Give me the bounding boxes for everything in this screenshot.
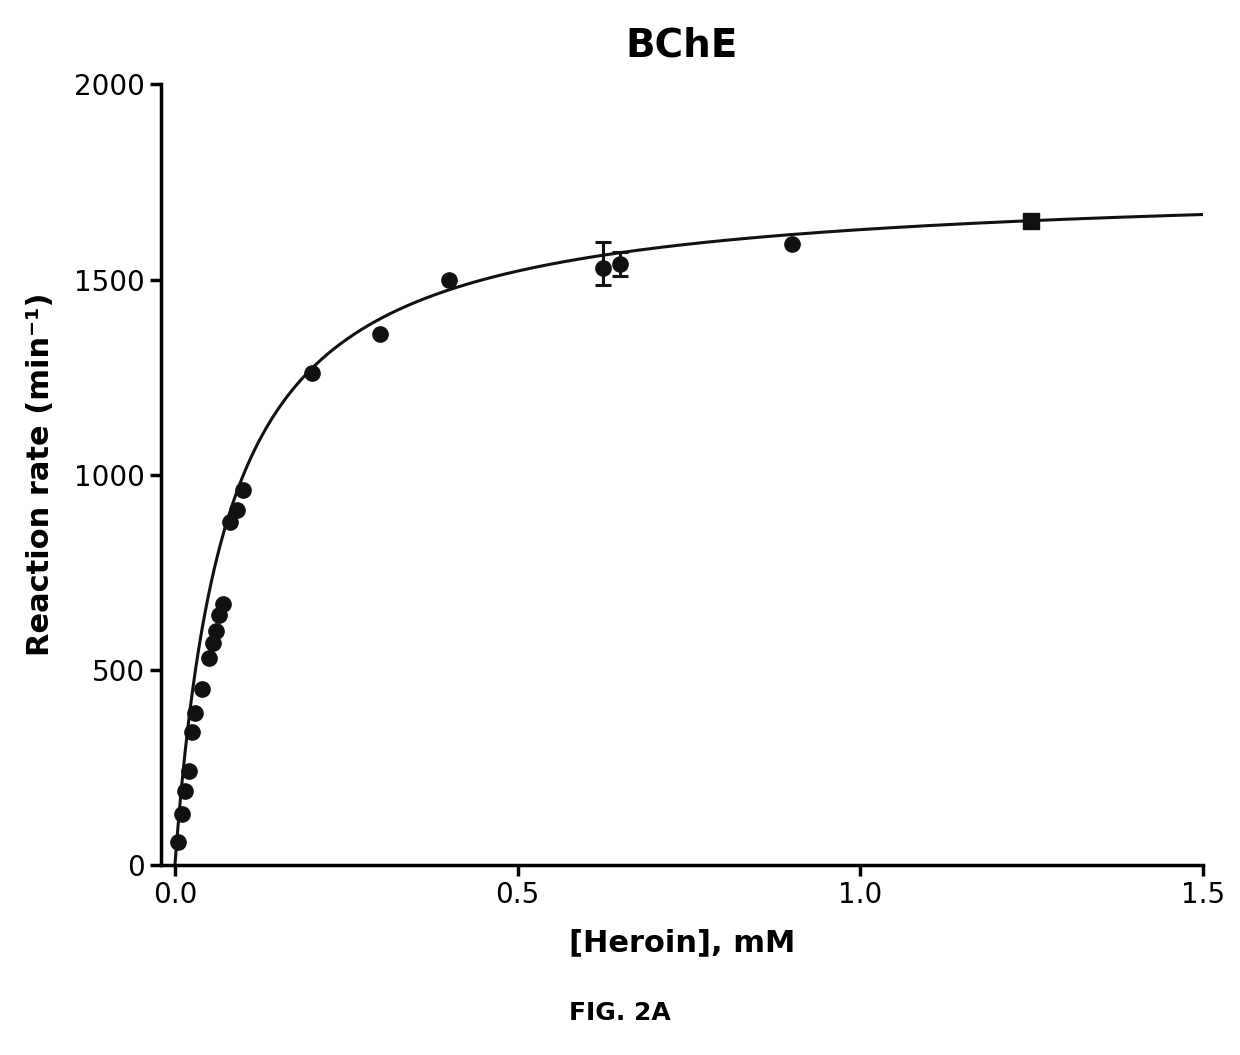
- Point: [182, 724, 202, 741]
- Point: [192, 682, 212, 698]
- Point: [439, 271, 459, 288]
- Point: [219, 513, 239, 530]
- Point: [610, 255, 630, 272]
- Point: [213, 595, 233, 612]
- Point: [303, 365, 322, 382]
- Point: [200, 650, 219, 667]
- Point: [227, 501, 247, 518]
- Y-axis label: Reaction rate (min⁻¹): Reaction rate (min⁻¹): [26, 293, 55, 656]
- Point: [593, 260, 613, 276]
- Point: [233, 482, 253, 499]
- Point: [206, 622, 226, 639]
- Point: [169, 833, 188, 850]
- Point: [781, 236, 801, 253]
- Title: BChE: BChE: [626, 26, 738, 64]
- Point: [371, 326, 391, 343]
- Point: [210, 607, 229, 624]
- Point: [175, 783, 195, 800]
- Point: [186, 705, 206, 722]
- Point: [179, 763, 198, 780]
- Point: [172, 806, 192, 823]
- Text: FIG. 2A: FIG. 2A: [569, 1001, 671, 1024]
- Point: [202, 634, 222, 651]
- Point: [1022, 212, 1042, 229]
- X-axis label: [Heroin], mM: [Heroin], mM: [569, 928, 795, 958]
